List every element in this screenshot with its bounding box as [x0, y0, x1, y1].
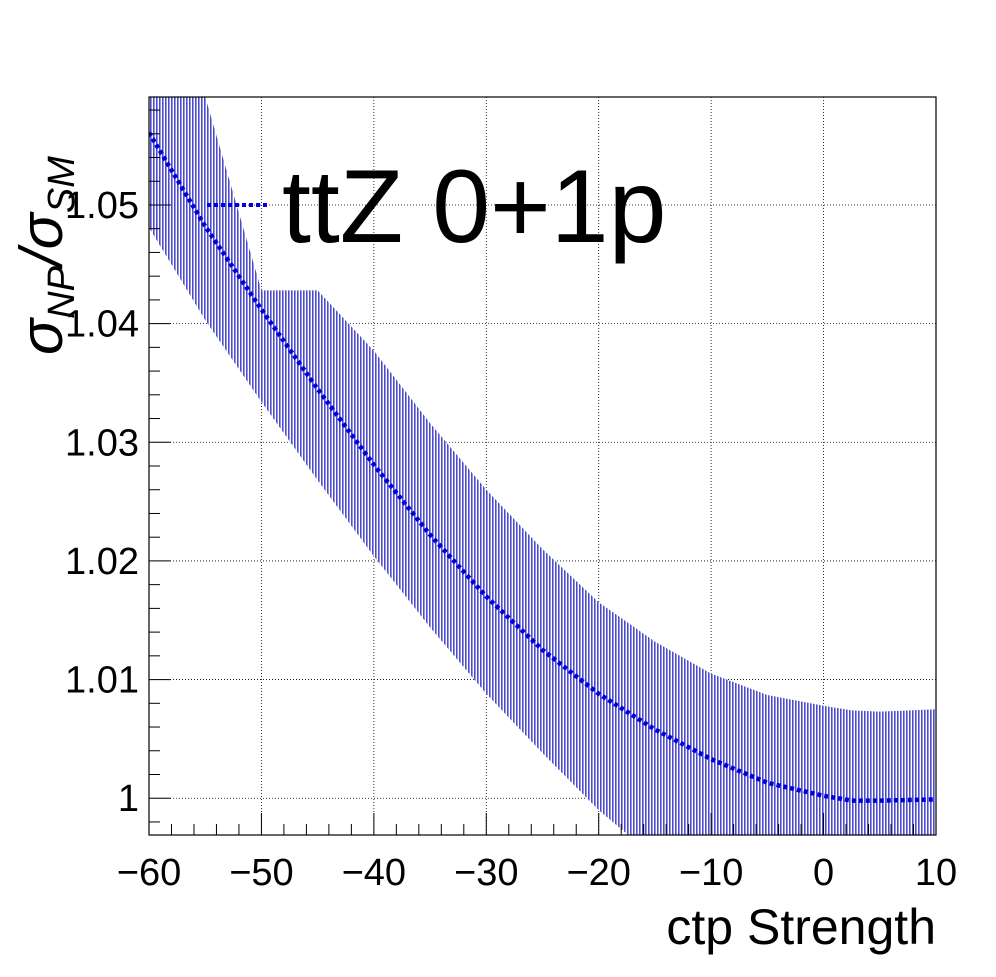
x-tick-label: 0 [813, 852, 834, 894]
legend-series-label: ttZ 0+1p [282, 149, 666, 265]
y-title-subscript-np: NP [41, 265, 83, 318]
x-tick-label: −50 [229, 852, 293, 894]
y-title-subscript-sm: SM [41, 156, 83, 213]
y-tick-label: 1.01 [65, 660, 139, 702]
x-tick-label: −60 [117, 852, 181, 894]
svg-text:σNP/σSM: σNP/σSM [8, 156, 83, 355]
y-axis-title: σNP/σSM [8, 156, 83, 355]
x-tick-label: 10 [915, 852, 957, 894]
x-tick-label: −40 [342, 852, 406, 894]
x-axis-title: ctp Strength [666, 899, 936, 955]
y-tick-label: 1 [118, 778, 139, 820]
y-title-sigma-sm: σ [8, 210, 75, 249]
legend: ttZ 0+1p [207, 149, 666, 265]
x-tick-label: −20 [566, 852, 630, 894]
y-tick-label: 1.02 [65, 541, 139, 583]
y-title-sigma-np: σ [8, 316, 75, 355]
x-tick-label: −10 [679, 852, 743, 894]
x-tick-label-layer: −60 −50 −40 −30 −20 −10 0 10 [117, 852, 957, 894]
y-tick-label: 1.03 [65, 422, 139, 464]
x-tick-label: −30 [454, 852, 518, 894]
